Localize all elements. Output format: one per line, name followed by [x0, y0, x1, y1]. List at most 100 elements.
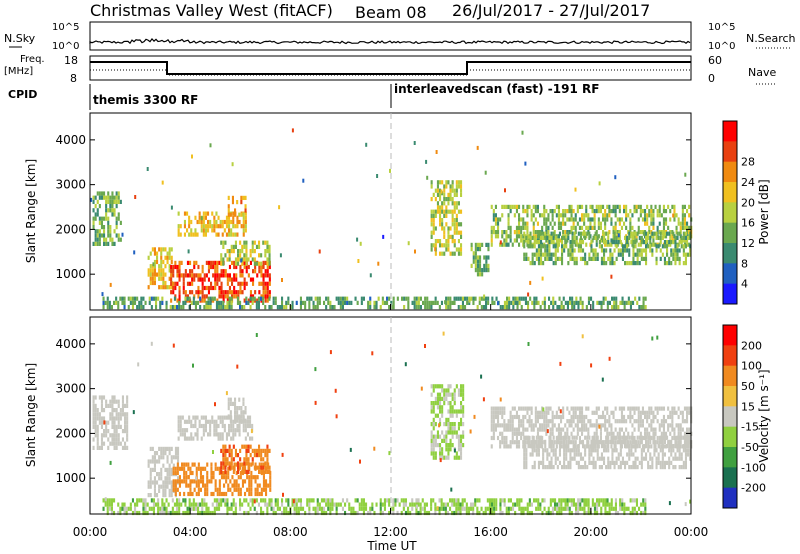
- scatter-cell: [588, 435, 591, 440]
- scatter-cell: [549, 419, 552, 424]
- scatter-cell: [610, 221, 613, 226]
- scatter-cell: [439, 447, 442, 452]
- scatter-cell: [613, 448, 616, 453]
- scatter-cell: [227, 204, 230, 209]
- scatter-cell: [637, 414, 640, 420]
- scatter-cell: [111, 241, 114, 246]
- scatter-cell: [199, 466, 202, 471]
- scatter-cell: [600, 465, 603, 470]
- scatter-cell: [268, 264, 271, 270]
- scatter-cell: [210, 285, 213, 291]
- scatter-cell: [242, 428, 245, 433]
- scatter-cell: [188, 498, 191, 503]
- scatter-cell: [308, 506, 311, 511]
- scatter-cell: [103, 429, 106, 434]
- scatter-cell: [243, 253, 246, 258]
- scatter-cell: [432, 243, 435, 248]
- scatter-cell: [425, 159, 428, 164]
- scatter-cell: [509, 498, 512, 503]
- scatter-cell: [153, 467, 156, 472]
- scatter-cell: [614, 175, 617, 180]
- scatter-cell: [432, 434, 435, 439]
- scatter-cell: [212, 285, 215, 291]
- scatter-cell: [111, 204, 114, 209]
- scatter-cell: [362, 498, 365, 503]
- cpid-panel: CPID themis 3300 RF interleavedscan (fas…: [8, 82, 599, 110]
- scatter-cell: [195, 491, 198, 497]
- scatter-cell: [204, 215, 207, 220]
- scatter-cell: [136, 498, 139, 503]
- scatter-cell: [607, 256, 610, 261]
- scatter-cell: [485, 242, 488, 247]
- scatter-cell: [268, 290, 271, 295]
- scatter-cell: [142, 510, 145, 516]
- scatter-cell: [652, 410, 655, 415]
- scatter-cell: [684, 231, 687, 236]
- scatter-cell: [551, 427, 554, 432]
- scatter-cell: [205, 285, 208, 291]
- scatter-cell: [551, 217, 554, 222]
- scatter-cell: [191, 273, 194, 278]
- scatter-cell: [199, 305, 202, 310]
- scatter-cell: [329, 350, 332, 355]
- scatter-cell: [176, 273, 179, 278]
- scatter-cell: [451, 434, 454, 439]
- scatter-cell: [592, 235, 595, 240]
- scatter-cell: [162, 247, 165, 252]
- scatter-cell: [599, 209, 602, 214]
- scatter-cell: [100, 191, 103, 196]
- scatter-cell: [436, 205, 439, 210]
- scatter-cell: [528, 204, 531, 209]
- scatter-cell: [231, 290, 234, 295]
- scatter-cell: [179, 432, 182, 437]
- scatter-cell: [462, 392, 465, 397]
- scatter-cell: [574, 440, 577, 445]
- scatter-cell: [253, 465, 256, 470]
- scatter-cell: [547, 410, 550, 415]
- scatter-cell: [398, 502, 401, 507]
- scatter-cell: [432, 498, 435, 503]
- scatter-cell: [523, 456, 526, 461]
- scatter-cell: [542, 244, 545, 249]
- scatter-cell: [113, 429, 116, 434]
- scatter-cell: [287, 502, 290, 507]
- scatter-cell: [314, 367, 317, 372]
- scatter-cell: [186, 428, 189, 433]
- scatter-cell: [447, 305, 450, 310]
- scatter-cell: [187, 249, 190, 254]
- scatter-cell: [227, 483, 230, 488]
- scatter-cell: [608, 204, 611, 209]
- scatter-cell: [576, 414, 579, 420]
- scatter-cell: [667, 414, 670, 420]
- scatter-cell: [497, 419, 500, 424]
- scatter-cell: [581, 213, 584, 218]
- scatter-cell: [381, 300, 384, 305]
- scatter-cell: [596, 439, 599, 444]
- scatter-cell: [560, 506, 563, 511]
- scatter-cell: [215, 232, 218, 237]
- scatter-cell: [213, 498, 216, 503]
- scatter-cell: [491, 502, 494, 507]
- scatter-cell: [241, 462, 244, 467]
- scatter-cell: [369, 296, 372, 301]
- scatter-cell: [182, 273, 185, 278]
- scatter-cell: [541, 213, 544, 218]
- scatter-cell: [497, 234, 500, 239]
- scatter-cell: [447, 239, 450, 244]
- scatter-cell: [540, 256, 543, 261]
- scatter-cell: [244, 211, 247, 216]
- scatter-cell: [216, 273, 219, 278]
- scatter-cell: [585, 414, 588, 420]
- scatter-cell: [677, 217, 680, 222]
- scatter-cell: [679, 431, 682, 436]
- scatter-cell: [587, 406, 590, 411]
- scatter-cell: [553, 209, 556, 214]
- scatter-cell: [528, 414, 531, 420]
- scatter-cell: [379, 305, 382, 310]
- scatter-cell: [642, 231, 645, 236]
- scatter-cell: [653, 452, 656, 457]
- scatter-cell: [189, 491, 192, 497]
- scatter-cell: [566, 502, 569, 507]
- scatter-cell: [107, 220, 110, 225]
- scatter-cell: [202, 432, 205, 437]
